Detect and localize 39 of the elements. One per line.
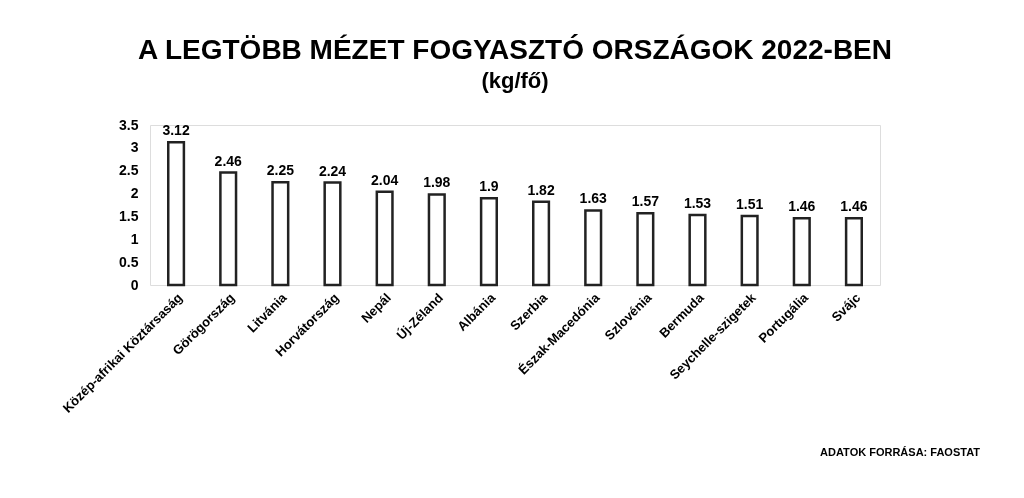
bar — [427, 193, 446, 287]
bar — [271, 180, 290, 287]
bar — [688, 213, 707, 287]
bar — [479, 196, 498, 287]
data-label: 1.63 — [579, 190, 608, 207]
y-tick-label: 3.5 — [119, 116, 139, 133]
chart-subtitle: (kg/fő) — [481, 68, 549, 93]
chart-title: A LEGTÖBB MÉZET FOGYASZTÓ ORSZÁGOK 2022-BEN — [137, 34, 893, 65]
y-tick-label: 1.5 — [119, 207, 139, 224]
bar — [167, 141, 186, 287]
data-label: 1.57 — [631, 193, 660, 210]
data-label: 1.9 — [479, 178, 499, 195]
data-label: 1.46 — [840, 198, 868, 215]
data-label: 2.46 — [214, 152, 243, 169]
data-label: 2.25 — [266, 162, 295, 179]
data-label: 2.24 — [318, 162, 347, 179]
y-tick-label: 0.5 — [119, 253, 139, 270]
y-tick-label: 2.5 — [119, 162, 139, 179]
bar — [792, 217, 811, 287]
data-label: 1.46 — [788, 198, 816, 215]
y-tick-label: 2 — [130, 185, 139, 202]
bar — [375, 190, 394, 287]
bar — [532, 200, 551, 287]
bar — [636, 211, 655, 287]
text: ADATOK FORRÁSA: FAOSTAT — [820, 446, 981, 458]
bar — [219, 171, 238, 287]
y-tick-label: 1 — [130, 230, 139, 247]
data-label: 3.12 — [162, 122, 190, 139]
data-label: 1.82 — [527, 181, 555, 198]
data-label: 1.51 — [736, 195, 764, 212]
bar — [584, 209, 603, 287]
data-label: 2.04 — [371, 171, 399, 188]
data-label: 1.53 — [683, 195, 712, 212]
bar — [844, 217, 863, 287]
y-tick-label: 3 — [130, 139, 139, 156]
data-label: 1.98 — [423, 174, 451, 191]
bar — [740, 214, 759, 287]
bar — [323, 181, 342, 287]
y-tick-label: 0 — [130, 276, 139, 293]
